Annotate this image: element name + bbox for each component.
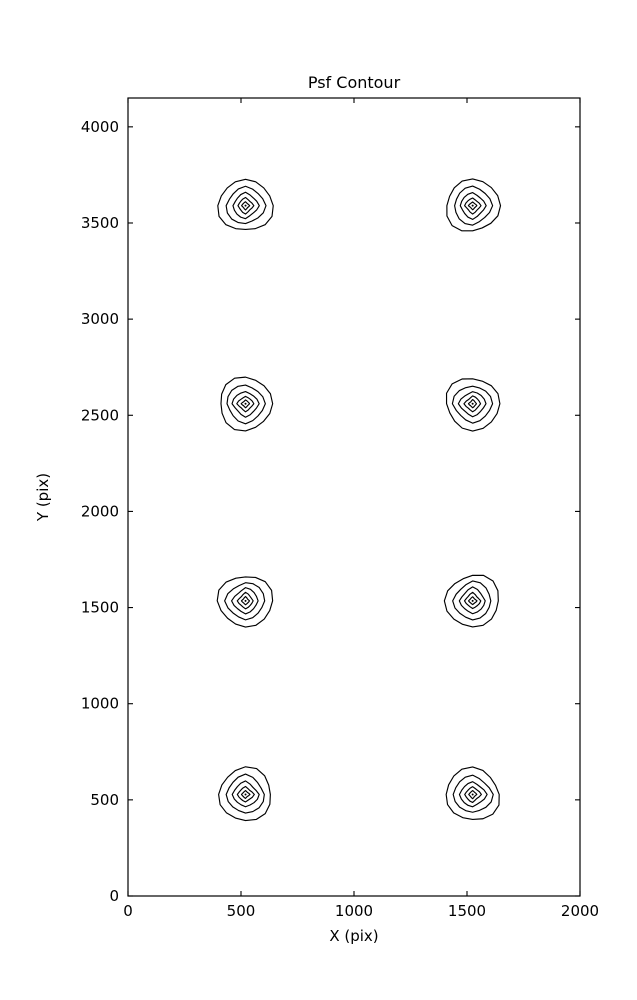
psf-contour-cluster [220,376,274,432]
chart-title: Psf Contour [308,73,401,92]
psf-contour-cluster [446,178,502,232]
psf-contour-cluster [445,378,501,432]
contour-level-0 [216,576,274,628]
y-axis-label: Y (pix) [34,473,52,522]
contour-level-1 [225,773,265,814]
x-tick-label: 500 [227,902,256,920]
contour-level-3 [236,785,255,803]
contour-level-2 [458,586,486,615]
psf-center-point [471,599,474,602]
y-tick-label: 2000 [81,502,119,520]
contour-level-4 [467,201,478,211]
contour-level-4 [240,789,251,799]
contour-level-2 [458,781,488,808]
psf-contour-cluster [445,766,500,821]
contour-level-1 [454,185,494,226]
psf-center-point [471,793,474,796]
contour-level-0 [220,376,274,432]
contour-level-3 [463,591,482,610]
y-tick-label: 2500 [81,406,119,424]
axes-frame [127,97,581,897]
contour-level-3 [237,196,255,215]
contour-level-3 [464,197,482,215]
contour-level-1 [452,774,494,813]
x-tick-label: 2000 [561,902,599,920]
contour-level-0 [446,178,502,232]
x-tick-label: 0 [123,902,133,920]
contour-level-1 [224,582,266,621]
contour-level-1 [226,384,266,425]
contour-level-4 [468,789,478,800]
contour-level-3 [464,786,482,804]
contour-level-2 [232,191,260,220]
contour-level-2 [231,390,260,418]
contour-level-1 [225,185,267,225]
psf-center-point [244,793,247,796]
psf-center-point [244,599,247,602]
y-tick-label: 4000 [81,118,119,136]
contour-level-2 [457,391,487,418]
y-axis-ticks: 0 500 1000 1500 2000 2500 3000 3500 4000 [81,118,580,905]
contour-level-0 [443,574,499,628]
y-tick-label: 3000 [81,310,119,328]
contour-level-1 [451,385,494,424]
y-tick-label: 0 [109,887,119,905]
x-tick-label: 1500 [448,902,486,920]
contour-level-3 [463,395,482,413]
x-tick-label: 1000 [335,902,373,920]
psf-center-point [244,402,247,405]
contour-level-0 [445,378,501,432]
contour-clusters [216,178,502,822]
x-axis-label: X (pix) [329,927,378,945]
contour-level-4 [467,398,478,409]
y-tick-label: 500 [90,791,119,809]
contour-level-4 [467,596,478,606]
psf-contour-cluster [443,574,499,628]
y-tick-label: 3500 [81,214,119,232]
contour-level-2 [459,192,487,220]
psf-center-point [471,204,474,207]
contour-level-0 [218,766,271,822]
y-tick-label: 1500 [81,599,119,617]
contour-level-2 [231,780,260,808]
contour-level-4 [240,595,251,606]
contour-level-0 [445,766,500,821]
contour-level-3 [236,395,255,413]
contour-level-3 [236,591,254,610]
psf-center-point [471,402,474,405]
x-axis-ticks: 0 500 1000 1500 2000 [123,98,599,920]
contour-level-4 [241,201,251,211]
psf-center-point [244,204,247,207]
contour-level-4 [240,399,251,409]
contour-level-1 [452,580,492,621]
psf-contour-cluster [217,178,274,231]
contour-level-0 [217,178,274,231]
psf-contour-cluster [216,576,274,628]
y-tick-label: 1000 [81,695,119,713]
contour-level-2 [231,587,259,615]
psf-contour-cluster [218,766,271,822]
